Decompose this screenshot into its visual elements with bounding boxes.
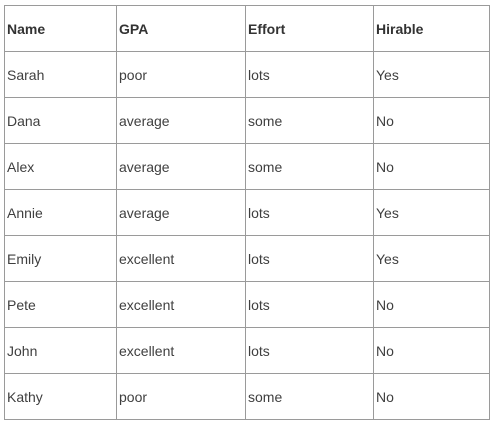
column-header-name: Name bbox=[4, 5, 117, 52]
cell-effort: lots bbox=[245, 281, 374, 328]
cell-hirable: No bbox=[373, 327, 490, 374]
cell-name: Annie bbox=[4, 189, 117, 236]
cell-hirable: Yes bbox=[373, 235, 490, 282]
cell-gpa: average bbox=[116, 189, 246, 236]
table-row: Pete excellent lots No bbox=[4, 281, 490, 328]
cell-hirable: No bbox=[373, 281, 490, 328]
column-header-hirable: Hirable bbox=[373, 5, 490, 52]
table-row: Annie average lots Yes bbox=[4, 189, 490, 236]
cell-gpa: poor bbox=[116, 373, 246, 420]
cell-name: Emily bbox=[4, 235, 117, 282]
cell-name: Dana bbox=[4, 97, 117, 144]
data-table: Name GPA Effort Hirable Sarah poor lots … bbox=[4, 5, 490, 420]
cell-effort: lots bbox=[245, 327, 374, 374]
cell-name: Sarah bbox=[4, 51, 117, 98]
cell-effort: lots bbox=[245, 235, 374, 282]
cell-hirable: No bbox=[373, 373, 490, 420]
table-row: Emily excellent lots Yes bbox=[4, 235, 490, 282]
table-row: Dana average some No bbox=[4, 97, 490, 144]
cell-gpa: average bbox=[116, 143, 246, 190]
table-row: Kathy poor some No bbox=[4, 373, 490, 420]
cell-hirable: Yes bbox=[373, 189, 490, 236]
cell-name: Pete bbox=[4, 281, 117, 328]
cell-name: John bbox=[4, 327, 117, 374]
column-header-effort: Effort bbox=[245, 5, 374, 52]
cell-gpa: excellent bbox=[116, 235, 246, 282]
cell-hirable: No bbox=[373, 143, 490, 190]
table-row: Sarah poor lots Yes bbox=[4, 51, 490, 98]
cell-hirable: Yes bbox=[373, 51, 490, 98]
table-body: Sarah poor lots Yes Dana average some No… bbox=[4, 51, 490, 420]
column-header-gpa: GPA bbox=[116, 5, 246, 52]
cell-gpa: excellent bbox=[116, 281, 246, 328]
cell-effort: some bbox=[245, 373, 374, 420]
cell-effort: some bbox=[245, 97, 374, 144]
header-row: Name GPA Effort Hirable bbox=[4, 5, 490, 52]
cell-hirable: No bbox=[373, 97, 490, 144]
cell-effort: lots bbox=[245, 51, 374, 98]
cell-name: Kathy bbox=[4, 373, 117, 420]
table-header: Name GPA Effort Hirable bbox=[4, 5, 490, 52]
cell-name: Alex bbox=[4, 143, 117, 190]
table-row: Alex average some No bbox=[4, 143, 490, 190]
cell-gpa: excellent bbox=[116, 327, 246, 374]
cell-effort: some bbox=[245, 143, 374, 190]
cell-gpa: average bbox=[116, 97, 246, 144]
cell-effort: lots bbox=[245, 189, 374, 236]
table-row: John excellent lots No bbox=[4, 327, 490, 374]
cell-gpa: poor bbox=[116, 51, 246, 98]
data-table-container: Name GPA Effort Hirable Sarah poor lots … bbox=[4, 5, 490, 420]
